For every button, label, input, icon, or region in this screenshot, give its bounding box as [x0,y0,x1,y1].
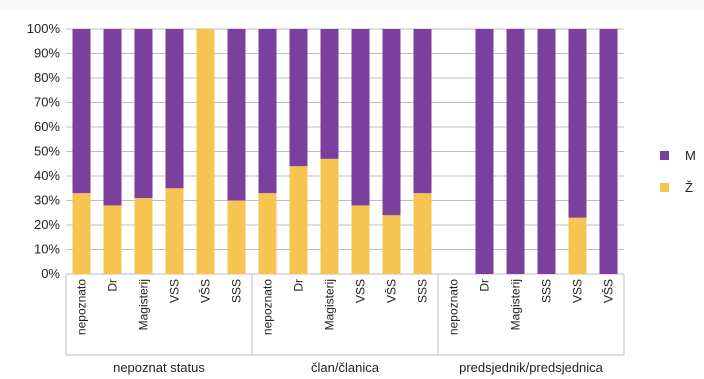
y-axis-ticks: 0% 10% 20% 30% 40% 50% 60% 70% 80% 90% 100% [27,21,61,281]
bar-segment-Ž [568,217,587,274]
y-tick-label: 100% [27,21,61,36]
bar-segment-M [599,29,618,274]
bar-segment-Ž [134,198,153,274]
bar-segment-M [475,29,494,274]
y-tick-label: 80% [34,70,60,85]
bar-segment-M [537,29,556,274]
bar-segment-M [320,29,339,159]
bar-segment-Ž [258,193,277,274]
bar-segment-M [289,29,308,167]
x-axis-ticks: nepoznato Dr Magisterij VSS VŠS SSS nepoznato D… [75,279,616,335]
y-tick-label: 90% [34,46,60,61]
x-tick-label: Magisterij [509,279,523,330]
bar-segment-M [506,29,525,274]
x-tick-label: Dr [292,279,306,292]
bar-segment-Ž [72,193,91,274]
y-tick-label: 60% [34,119,60,134]
y-tick-label: 40% [34,168,60,183]
legend-label: Ž [685,180,693,195]
bar-segment-Ž [165,188,184,274]
x-tick-label: SSS [230,279,244,303]
bar-segment-Ž [196,29,215,274]
bar-segment-M [72,29,91,194]
x-tick-label: SSS [416,279,430,303]
bar-segment-M [227,29,246,201]
gridlines [66,28,624,275]
x-tick-label: Dr [106,279,120,292]
x-group-label: predsjednik/predsjednica [459,360,604,375]
bar-segment-Ž [227,200,246,274]
y-tick-label: 50% [34,144,60,159]
bar-segment-M [103,29,122,206]
bar-segment-M [568,29,587,218]
bar-segment-M [413,29,432,194]
bars [72,29,618,274]
x-tick-label: VŠS [198,279,213,303]
x-tick-label: nepoznato [75,279,89,335]
cropped-title-strip [0,0,704,10]
bar-segment-M [382,29,401,216]
bar-segment-Ž [351,205,370,274]
x-tick-label: nepoznato [261,279,275,335]
bar-segment-M [134,29,153,199]
bar-segment-Ž [320,158,339,274]
x-group-label: nepoznat status [113,360,205,375]
legend: MŽ [660,148,696,195]
x-tick-label: VŠS [601,279,616,303]
x-tick-label: nepoznato [447,279,461,335]
bar-segment-Ž [289,166,308,274]
bar-segment-M [351,29,370,206]
x-tick-label: SSS [540,279,554,303]
y-tick-label: 10% [34,242,60,257]
x-tick-label: VSS [571,279,585,303]
legend-label: M [685,148,696,163]
x-tick-label: VSS [354,279,368,303]
x-group-label: član/članica [311,360,380,375]
bar-segment-Ž [413,193,432,274]
bar-segment-Ž [103,205,122,274]
x-tick-label: Dr [478,279,492,292]
x-tick-label: Magisterij [323,279,337,330]
x-tick-label: VSS [168,279,182,303]
bar-segment-M [165,29,184,189]
y-tick-label: 70% [34,95,60,110]
y-tick-label: 0% [41,266,60,281]
x-tick-label: Magisterij [137,279,151,330]
legend-swatch [660,151,669,160]
bar-segment-Ž [382,215,401,274]
x-tick-label: VŠS [384,279,399,303]
x-axis-groups: nepoznat status član/članica predsjednik/p… [65,274,625,375]
y-tick-label: 30% [34,193,60,208]
bar-segment-M [258,29,277,194]
y-tick-label: 20% [34,217,60,232]
legend-swatch [660,183,669,192]
